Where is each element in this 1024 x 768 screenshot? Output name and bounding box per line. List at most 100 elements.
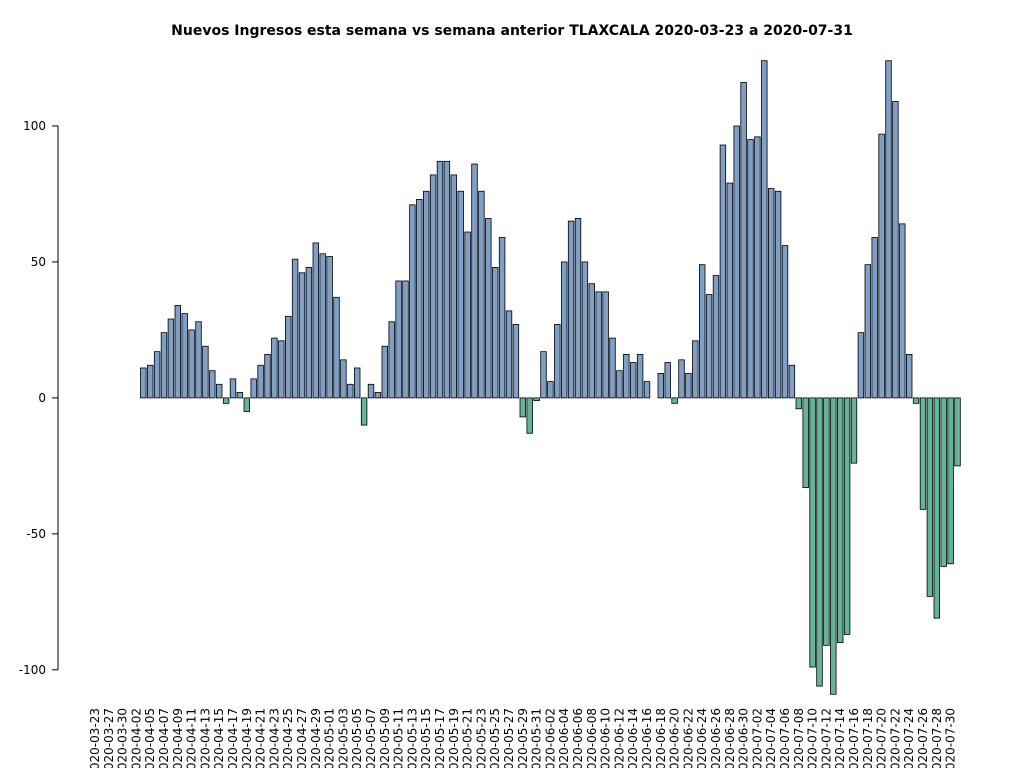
bar: [574, 218, 582, 399]
bar: [167, 318, 175, 399]
bar: [215, 383, 223, 399]
bar: [671, 397, 678, 404]
x-tick-label: 2020-05-25: [488, 708, 502, 768]
bar: [353, 367, 361, 399]
bar: [857, 332, 865, 399]
y-tick-label: 0: [38, 391, 46, 405]
bar: [643, 381, 651, 399]
x-tick-label: 2020-07-20: [875, 708, 889, 768]
x-tick-label: 2020-07-14: [833, 708, 847, 768]
bar: [209, 370, 216, 399]
x-tick-label: 2020-04-13: [198, 708, 212, 768]
bar: [554, 324, 561, 399]
bar: [422, 190, 430, 399]
bar: [781, 245, 789, 399]
bar: [409, 204, 416, 399]
bar: [940, 397, 947, 567]
bar: [326, 256, 333, 399]
x-tick-label: 2020-05-21: [461, 708, 475, 768]
x-tick-label: 2020-06-14: [626, 708, 640, 768]
bar: [906, 353, 913, 399]
bar: [478, 190, 485, 399]
bar: [616, 370, 623, 399]
bar: [933, 397, 940, 619]
bar: [450, 174, 457, 399]
x-tick-label: 2020-04-21: [254, 708, 268, 768]
bar: [685, 373, 692, 399]
x-tick-label: 2020-06-18: [654, 708, 668, 768]
bar: [436, 160, 444, 399]
y-tick-label: 100: [23, 119, 46, 133]
bar: [250, 378, 257, 399]
x-tick-label: 2020-06-22: [681, 708, 695, 768]
x-tick-label: 2020-05-19: [447, 708, 461, 768]
bar: [830, 397, 837, 695]
bar: [374, 392, 382, 399]
x-tick-label: 2020-05-17: [433, 708, 447, 768]
bar: [864, 264, 871, 399]
bar: [747, 139, 754, 399]
x-tick-label: 2020-03-30: [116, 708, 130, 768]
x-tick-label: 2020-07-26: [916, 708, 930, 768]
bar: [229, 378, 237, 399]
bar: [443, 160, 451, 399]
x-tick-label: 2020-04-02: [129, 708, 143, 768]
bar: [609, 337, 616, 399]
bar: [547, 381, 554, 399]
bar: [140, 367, 147, 399]
x-tick-label: 2020-04-23: [267, 708, 281, 768]
bar: [843, 397, 851, 635]
x-tick-label: 2020-06-20: [668, 708, 682, 768]
x-tick-label: 2020-07-16: [847, 708, 861, 768]
x-tick-label: 2020-07-22: [888, 708, 902, 768]
bar: [816, 397, 823, 687]
bar: [740, 82, 747, 399]
bar: [222, 397, 230, 404]
x-tick-label: 2020-05-29: [516, 708, 530, 768]
bar: [181, 313, 188, 399]
bar: [429, 174, 437, 399]
bar: [636, 353, 644, 399]
x-tick-label: 2020-06-12: [612, 708, 626, 768]
x-tick-label: 2020-04-09: [171, 708, 185, 768]
bar: [202, 345, 209, 399]
bar: [291, 258, 299, 399]
bar: [174, 305, 181, 399]
x-tick-label: 2020-07-10: [806, 708, 820, 768]
bar: [347, 383, 354, 399]
bar: [257, 364, 264, 399]
bar: [588, 283, 595, 399]
bar: [726, 182, 733, 399]
bar: [926, 397, 934, 597]
bar: [160, 332, 168, 399]
bar: [491, 266, 499, 399]
bar: [298, 272, 306, 399]
bar: [705, 294, 713, 399]
bar: [919, 397, 927, 510]
x-tick-label: 2020-03-23: [88, 708, 102, 768]
x-tick-label: 2020-06-28: [723, 708, 737, 768]
chart-title: Nuevos Ingresos esta semana vs semana an…: [171, 23, 853, 39]
bar: [795, 397, 802, 410]
y-tick-label: -50: [26, 527, 46, 541]
bar: [533, 397, 540, 402]
x-tick-label: 2020-05-01: [323, 708, 337, 768]
x-tick-label: 2020-07-06: [778, 708, 792, 768]
bar: [595, 291, 602, 399]
bar: [540, 351, 547, 399]
x-tick-label: 2020-07-18: [861, 708, 875, 768]
bar: [278, 340, 285, 399]
x-tick-label: 2020-05-31: [530, 708, 544, 768]
bar: [885, 60, 892, 399]
bar: [305, 266, 313, 399]
x-tick-label: 2020-05-11: [392, 708, 406, 768]
x-tick-label: 2020-06-06: [571, 708, 585, 768]
x-tick-label: 2020-04-29: [309, 708, 323, 768]
x-tick-label: 2020-04-25: [281, 708, 295, 768]
bar: [561, 261, 568, 399]
bar: [312, 242, 319, 399]
bar: [809, 397, 816, 668]
bar: [360, 397, 368, 426]
x-tick-label: 2020-06-24: [695, 708, 709, 768]
bar: [602, 291, 609, 399]
